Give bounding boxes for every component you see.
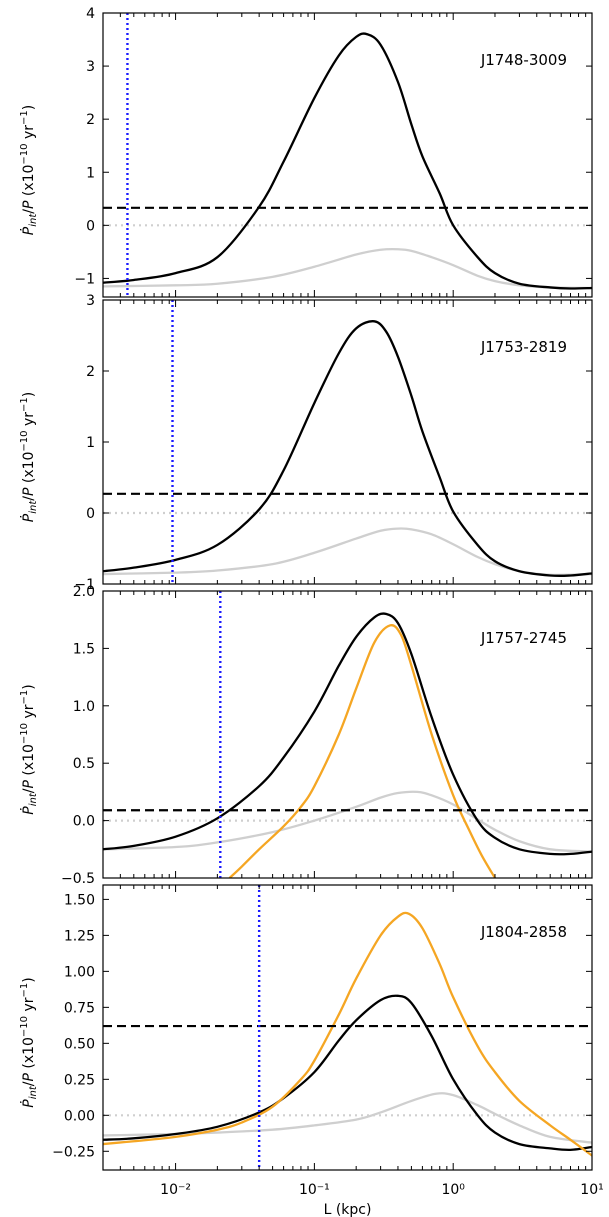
y-tick-label: −1 xyxy=(74,271,95,287)
x-tick-label: 10⁻² xyxy=(160,1182,191,1198)
plot-area xyxy=(103,591,592,878)
y-tick-label: 4 xyxy=(86,6,95,22)
pulsar-name-label: J1753-2819 xyxy=(480,338,567,356)
y-tick-label: 0 xyxy=(86,218,95,234)
y-tick-label: 0.5 xyxy=(73,756,95,772)
axes-frame xyxy=(102,12,593,298)
x-tick-label: 10⁰ xyxy=(441,1182,465,1198)
series-line-orange xyxy=(228,624,496,878)
y-axis-label: Ṗint/P (x10−10 yr−1) xyxy=(19,105,39,236)
axes-frame xyxy=(102,884,593,1171)
y-tick-label: −0.5 xyxy=(61,871,95,887)
series-line-gray xyxy=(103,527,592,577)
panel-3: 2.0 1.5 1.0 0.5 0.0 −0.5 J1757-2745 Ṗint/P (x1… xyxy=(19,584,593,887)
panel-4: 1.50 1.25 1.00 0.75 0.50 0.25 0.00 −0.25 J1804-2… xyxy=(19,884,604,1217)
plot-area xyxy=(103,300,592,584)
y-tick-label: 1.50 xyxy=(64,892,95,908)
y-tick-label: −0.25 xyxy=(52,1144,95,1160)
panel-1: 4 3 2 1 0 −1 J1748-3009 Ṗint/P (x10−10 yr−1) xyxy=(19,6,593,298)
y-tick-label: 1.00 xyxy=(64,964,95,980)
series-line-gray xyxy=(103,1092,592,1144)
series-line-black xyxy=(103,612,592,856)
y-tick-label: 3 xyxy=(86,293,95,309)
y-tick-label: −1 xyxy=(74,577,95,593)
y-tick-label: 1.25 xyxy=(64,928,95,944)
y-tick-label: 2 xyxy=(86,364,95,380)
y-tick-label: 1.5 xyxy=(73,641,95,657)
y-tick-label: 0.0 xyxy=(73,814,95,830)
plot-area xyxy=(103,13,592,297)
x-axis-label: L (kpc) xyxy=(324,1202,372,1217)
pulsar-name-label: J1757-2745 xyxy=(480,629,567,647)
y-tick-label: 0.50 xyxy=(64,1036,95,1052)
y-tick-label: 2 xyxy=(86,112,95,128)
y-tick-label: 0.00 xyxy=(64,1108,95,1124)
y-tick-label: 0.75 xyxy=(64,1000,95,1016)
axes-frame xyxy=(102,590,593,879)
y-tick-label: 0.25 xyxy=(64,1072,95,1088)
y-tick-label: 2.0 xyxy=(73,584,95,600)
y-tick-label: 1 xyxy=(86,165,95,181)
x-tick-label: 10¹ xyxy=(580,1182,603,1198)
series-line-gray xyxy=(103,247,592,290)
pulsar-name-label: J1748-3009 xyxy=(480,51,567,69)
series-line-black xyxy=(103,32,592,290)
y-tick-label: 0 xyxy=(86,506,95,522)
panel-2: 3 2 1 0 −1 J1753-2819 Ṗint/P (x10−10 yr−1) xyxy=(19,293,593,593)
series-line-gray xyxy=(103,790,592,853)
y-axis-label: Ṗint/P (x10−10 yr−1) xyxy=(19,392,39,523)
y-tick-label: 1.0 xyxy=(73,699,95,715)
y-tick-label: 1 xyxy=(86,435,95,451)
series-line-orange xyxy=(103,911,592,1157)
y-axis-label: Ṗint/P (x10−10 yr−1) xyxy=(19,977,39,1108)
y-axis-label: Ṗint/P (x10−10 yr−1) xyxy=(19,684,39,815)
plot-area xyxy=(103,885,592,1170)
x-tick-label: 10⁻¹ xyxy=(299,1182,330,1198)
pulsar-name-label: J1804-2858 xyxy=(480,923,567,941)
series-line-black xyxy=(103,994,592,1152)
y-tick-label: 3 xyxy=(86,59,95,75)
series-line-black xyxy=(103,320,592,578)
